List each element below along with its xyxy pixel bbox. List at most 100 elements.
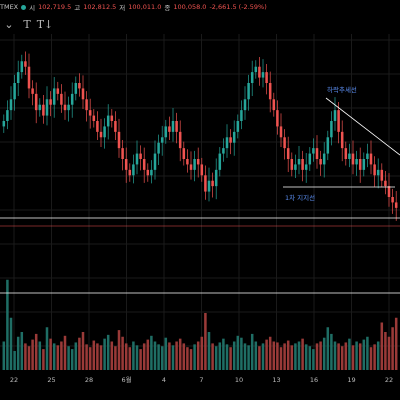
volume-bar	[70, 349, 74, 370]
candle-body	[301, 159, 304, 170]
volume-bar	[81, 332, 85, 370]
candle-body	[117, 131, 121, 149]
candle-body	[326, 137, 330, 154]
candle-body	[121, 148, 124, 159]
volume-bar	[315, 343, 319, 370]
volume-bar	[168, 342, 171, 370]
toolbar-item-note[interactable]: T↓	[36, 16, 54, 32]
candle-body	[139, 153, 142, 159]
volume-bar	[207, 332, 211, 370]
candle-body	[218, 153, 222, 170]
open-value: 102,719.5	[38, 3, 72, 11]
x-axis-tick-label: 22	[385, 376, 393, 384]
volume-bar	[290, 345, 294, 370]
candle-body	[247, 83, 250, 100]
candle-body	[189, 164, 193, 170]
candle-body	[49, 99, 52, 105]
chevron-down-icon: ⌄	[4, 17, 14, 31]
volume-bar	[268, 336, 272, 370]
volume-bar	[337, 343, 340, 370]
volume-bar	[344, 342, 348, 370]
volume-bar	[106, 334, 110, 370]
candle-body	[214, 169, 218, 187]
volume-bar	[67, 346, 70, 370]
candle-body	[110, 115, 114, 121]
candle-body	[142, 159, 146, 170]
candle-body	[330, 121, 333, 138]
candle-body	[261, 72, 265, 78]
candle-body	[254, 66, 258, 73]
x-axis-tick-label: 4	[162, 376, 166, 384]
volume-bar	[308, 346, 312, 370]
candle-body	[229, 137, 232, 143]
candle-body	[45, 99, 49, 116]
volume-bar	[214, 346, 218, 370]
candle-body	[186, 159, 189, 165]
candle-body	[171, 121, 175, 132]
candle-body	[268, 83, 272, 100]
volume-bar	[391, 327, 394, 370]
volume-bar	[175, 341, 178, 370]
candle-body	[160, 137, 164, 143]
volume-bar	[276, 342, 279, 370]
volume-bar	[135, 345, 139, 370]
volume-bar	[261, 343, 265, 370]
candle-body	[265, 72, 268, 83]
candle-body	[232, 131, 236, 143]
candle-body	[182, 148, 186, 159]
volume-bar	[229, 347, 232, 370]
candle-body	[146, 169, 150, 176]
candle-body	[135, 153, 139, 165]
volume-bar	[283, 343, 286, 370]
volume-bar	[348, 338, 351, 370]
drawing-toolbar: ⌄ T T↓	[0, 16, 400, 32]
candle-body	[297, 159, 301, 165]
volume-bar	[232, 341, 236, 370]
toolbar-item-text[interactable]: T	[18, 16, 36, 32]
candle-body	[322, 153, 326, 165]
candle-body	[312, 148, 315, 154]
volume-bar	[384, 332, 387, 370]
candle-body	[391, 197, 394, 203]
high-value: 102,812.5	[83, 3, 117, 11]
candle-body	[358, 159, 362, 170]
candle-body	[6, 110, 9, 121]
candle-body	[308, 153, 312, 165]
candle-body	[88, 110, 92, 116]
candle-body	[204, 175, 207, 192]
volume-bar	[326, 327, 330, 370]
volume-bar	[92, 340, 96, 370]
volume-bar	[373, 344, 376, 370]
low-label: 저	[119, 4, 126, 12]
status-dot-icon	[21, 4, 27, 10]
candle-body	[74, 83, 78, 94]
volume-bar	[132, 341, 135, 370]
volume-bar	[236, 335, 240, 370]
volume-bar	[139, 349, 142, 370]
downtrend-line[interactable]	[325, 97, 400, 156]
candle-body	[304, 164, 308, 170]
volume-bar	[110, 341, 114, 370]
volume-bar	[211, 343, 214, 370]
x-axis-tick-label: 13	[272, 376, 280, 384]
candle-body	[319, 159, 322, 165]
volume-bar	[27, 346, 31, 370]
candle-body	[193, 159, 196, 170]
toolbar-item-chevron[interactable]: ⌄	[0, 16, 18, 32]
candle-body	[63, 104, 67, 111]
candle-body	[315, 148, 319, 159]
volume-bar	[160, 346, 164, 370]
downtrend-label: 하락추세선	[327, 85, 357, 94]
volume-bar	[243, 343, 247, 370]
candle-body	[2, 121, 6, 127]
candle-body	[103, 126, 106, 138]
volume-bar	[340, 346, 344, 370]
volume-bar	[96, 343, 99, 370]
candle-body	[344, 148, 348, 159]
volume-bar	[204, 313, 207, 370]
volume-bar	[49, 338, 52, 370]
volume-bar	[240, 337, 243, 370]
close-value: 100,058.0	[173, 3, 207, 11]
